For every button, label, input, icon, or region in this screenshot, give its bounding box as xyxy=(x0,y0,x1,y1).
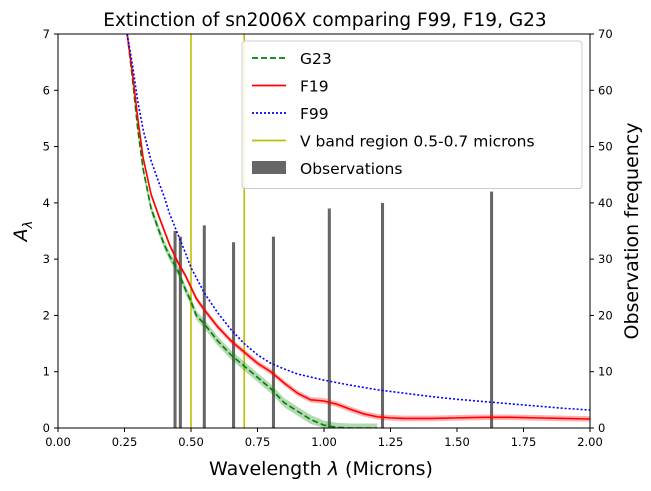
x-tick-label: 0.50 xyxy=(178,435,204,449)
x-axis: 0.00 0.25 0.50 0.75 1.00 1.25 1.50 1.75 2.00 xyxy=(45,428,603,449)
y-tick-label: 0 xyxy=(43,421,50,435)
y-tick-label: 4 xyxy=(43,196,50,210)
observation-bar xyxy=(271,236,275,428)
series-line-f99 xyxy=(126,34,590,411)
legend-swatch xyxy=(252,161,286,174)
observation-bar xyxy=(327,208,331,428)
legend-label: Observations xyxy=(300,160,402,178)
x-axis-label: Wavelength λ (Microns) xyxy=(209,458,433,480)
y-right-tick-label: 60 xyxy=(598,83,613,97)
y-tick-label: 7 xyxy=(43,27,50,41)
legend-label: F19 xyxy=(300,78,329,96)
x-tick-label: 1.25 xyxy=(378,435,404,449)
series-line-f19 xyxy=(126,34,590,420)
x-tick-label: 1.50 xyxy=(444,435,470,449)
y-right-tick-label: 10 xyxy=(598,365,613,379)
y-right-tick-label: 70 xyxy=(598,27,613,41)
y-tick-label: 2 xyxy=(43,308,50,322)
y-tick-label: 6 xyxy=(43,83,50,97)
y-axis-left: 0 1 2 3 4 5 6 7 xyxy=(43,27,58,435)
x-tick-label: 0.00 xyxy=(45,435,71,449)
legend-box xyxy=(241,40,583,189)
y-right-tick-label: 40 xyxy=(598,196,613,210)
y-axis-label-right: Observation frequency xyxy=(621,122,643,339)
observation-bar xyxy=(380,202,385,428)
y-tick-label: 5 xyxy=(43,140,50,154)
legend-label: F99 xyxy=(300,105,329,123)
observation-bar xyxy=(232,242,236,428)
y-right-tick-label: 50 xyxy=(598,140,613,154)
y-tick-label: 3 xyxy=(43,252,50,266)
y-axis-label-left: Aλ xyxy=(10,221,36,244)
y-tick-label: 1 xyxy=(43,365,50,379)
y-right-tick-label: 20 xyxy=(598,308,613,322)
chart-title: Extinction of sn2006X comparing F99, F19… xyxy=(103,10,546,31)
legend-label: V band region 0.5-0.7 microns xyxy=(300,133,535,151)
observation-bar xyxy=(178,236,182,428)
x-tick-label: 0.25 xyxy=(112,435,138,449)
observation-bar xyxy=(202,225,206,428)
x-tick-label: 1.75 xyxy=(511,435,537,449)
x-tick-label: 1.00 xyxy=(311,435,337,449)
y-right-tick-label: 0 xyxy=(598,421,605,435)
x-tick-label: 2.00 xyxy=(577,435,603,449)
series-line-g23 xyxy=(126,34,378,428)
observation-bar xyxy=(173,231,177,428)
y-right-tick-label: 30 xyxy=(598,252,613,266)
legend: G23 F19 F99 V band region 0.5-0.7 microns Ob… xyxy=(241,40,583,189)
legend-label: G23 xyxy=(300,50,332,68)
plot-area xyxy=(126,34,590,428)
y-axis-right: 0 10 20 30 40 50 60 70 xyxy=(590,27,613,435)
observation-bar xyxy=(490,191,494,428)
x-tick-label: 0.75 xyxy=(245,435,271,449)
